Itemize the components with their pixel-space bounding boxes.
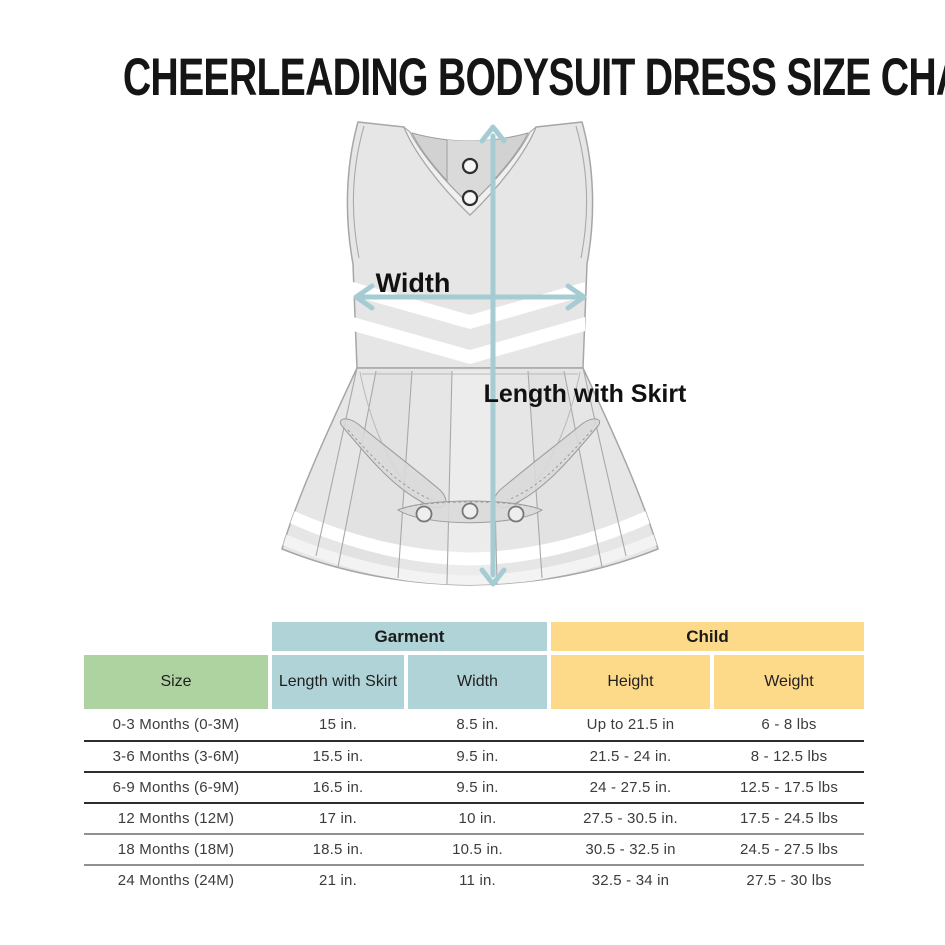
table-row: 0-3 Months (0-3M) 15 in. 8.5 in. Up to 2… [84,709,864,740]
neck-binding [403,126,537,216]
child-group-header: Child [551,622,864,651]
table-row: 3-6 Months (3-6M) 15.5 in. 9.5 in. 21.5 … [84,740,864,771]
bodysuit-crotch-underlay [340,371,600,524]
neck-button-bottom [461,189,479,207]
hem-stripe-light [282,532,658,585]
title-area: CHEERLEADING BODYSUIT DRESS SIZE CHART [0,50,945,106]
cell-length: 21 in. [319,872,357,889]
cell-height: Up to 21.5 in [586,716,675,733]
table-row: 18 Months (18M) 18.5 in. 10.5 in. 30.5 -… [84,833,864,864]
chevron-stripe-upper [353,282,585,329]
cell-width: 10 in. [458,810,497,827]
cell-weight: 8 - 12.5 lbs [750,748,828,765]
width-measure-label: Width [376,268,451,298]
cell-height: 32.5 - 34 in [591,872,670,889]
table-body: 0-3 Months (0-3M) 15 in. 8.5 in. Up to 2… [84,709,864,895]
page-title: CHEERLEADING BODYSUIT DRESS SIZE CHART [122,48,945,107]
table-row: 6-9 Months (6-9M) 16.5 in. 9.5 in. 24 - … [84,771,864,802]
length-measure-label: Length with Skirt [484,380,687,408]
snap-button-right [507,505,525,523]
dress-illustration: Width Length with Skirt [281,121,687,587]
cell-height: 24 - 27.5 in. [589,779,672,796]
armhole-binding-left [352,125,365,259]
cell-size: 3-6 Months (3-6M) [112,748,240,765]
column-header-height: Height [551,655,710,709]
cell-width: 8.5 in. [456,716,499,733]
leg-binding-right [493,418,600,509]
bodysuit-bodice [346,121,594,369]
arrowhead-left [353,283,375,311]
hem-stripe-white [282,508,658,566]
cell-length: 18.5 in. [312,841,364,858]
snap-button-left [415,505,433,523]
cell-size: 24 Months (24M) [117,872,235,889]
cell-height: 27.5 - 30.5 in. [583,810,678,827]
group-header-spacer [84,622,268,651]
leg-binding-left [340,418,447,509]
cell-weight: 12.5 - 17.5 lbs [739,779,839,796]
column-header-weight: Weight [714,655,864,709]
cell-width: 9.5 in. [456,779,499,796]
cell-weight: 27.5 - 30 lbs [746,872,832,889]
cell-length: 15.5 in. [312,748,364,765]
cell-size: 12 Months (12M) [117,810,235,827]
cell-size: 0-3 Months (0-3M) [112,716,240,733]
arrowhead-down [479,567,507,587]
table-group-header-row: Garment Child [84,622,864,651]
cell-weight: 6 - 8 lbs [761,716,817,733]
armhole-binding-right [575,125,588,259]
cell-height: 30.5 - 32.5 in [585,841,676,858]
table-column-header-row: Size Length with Skirt Width Height Weig… [84,655,864,709]
garment-group-header: Garment [272,622,547,651]
cell-width: 9.5 in. [456,748,499,765]
table-row: 12 Months (12M) 17 in. 10 in. 27.5 - 30.… [84,802,864,833]
length-measure-arrow [479,124,507,587]
cell-height: 21.5 - 24 in. [589,748,672,765]
chevron-stripe-lower [353,317,585,364]
arrowhead-right [565,283,587,311]
cell-length: 15 in. [319,716,357,733]
cell-width: 11 in. [459,872,496,889]
cell-weight: 17.5 - 24.5 lbs [739,810,839,827]
cell-length: 17 in. [319,810,357,827]
neck-button-top [461,157,479,175]
width-measure-arrow [353,283,587,311]
column-header-width: Width [408,655,547,709]
cell-length: 16.5 in. [312,779,364,796]
column-header-length-with-skirt: Length with Skirt [272,655,404,709]
column-header-size: Size [84,655,268,709]
size-table: Garment Child Size Length with Skirt Wid… [84,622,864,895]
table-row: 24 Months (24M) 21 in. 11 in. 32.5 - 34 … [84,864,864,895]
arrowhead-up [479,124,507,144]
cell-size: 6-9 Months (6-9M) [112,779,240,796]
cell-weight: 24.5 - 27.5 lbs [739,841,839,858]
cell-size: 18 Months (18M) [117,841,235,858]
snap-button-center [461,502,479,520]
cell-width: 10.5 in. [452,841,503,858]
